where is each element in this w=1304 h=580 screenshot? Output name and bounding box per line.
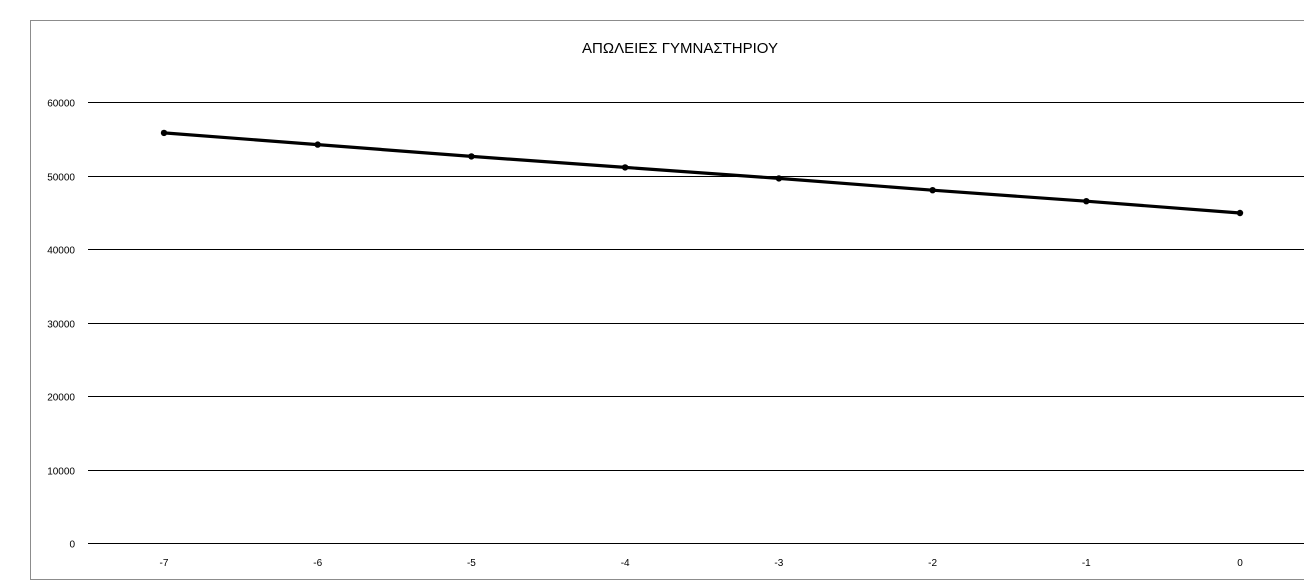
- data-point: [1083, 198, 1090, 205]
- x-tick-label: -4: [621, 558, 630, 569]
- y-tick-label: 40000: [47, 246, 75, 257]
- y-tick-label: 10000: [47, 467, 75, 478]
- data-point: [468, 153, 475, 160]
- x-tick-label: -3: [774, 558, 783, 569]
- data-point: [929, 187, 936, 194]
- x-axis-ticks: -7 -6 -5 -4 -3 -2 -1 0: [160, 558, 1244, 569]
- series-layer: [160, 129, 1244, 217]
- data-point: [1236, 209, 1244, 217]
- x-tick-label: -5: [467, 558, 476, 569]
- x-tick-label: -6: [313, 558, 322, 569]
- data-point: [314, 141, 321, 148]
- y-tick-label: 60000: [47, 99, 75, 110]
- x-tick-label: -1: [1082, 558, 1091, 569]
- chart-frame: [30, 20, 1304, 580]
- data-point: [621, 164, 629, 171]
- data-point: [160, 129, 168, 137]
- data-point: [775, 175, 783, 182]
- chart-title: ΑΠΩΛΕΙΕΣ ΓΥΜΝΑΣΤΗΡΙΟΥ: [582, 40, 778, 57]
- x-tick-label: 0: [1237, 558, 1243, 569]
- grid-lines: [88, 102, 1304, 544]
- y-axis-ticks: 0 10000 20000 30000 40000 50000 60000: [47, 99, 75, 551]
- series-line: [163, 131, 1241, 215]
- x-tick-label: -7: [160, 558, 169, 569]
- y-tick-label: 0: [69, 540, 75, 551]
- y-tick-label: 20000: [47, 393, 75, 404]
- y-tick-label: 30000: [47, 320, 75, 331]
- y-tick-label: 50000: [47, 173, 75, 184]
- x-tick-label: -2: [928, 558, 937, 569]
